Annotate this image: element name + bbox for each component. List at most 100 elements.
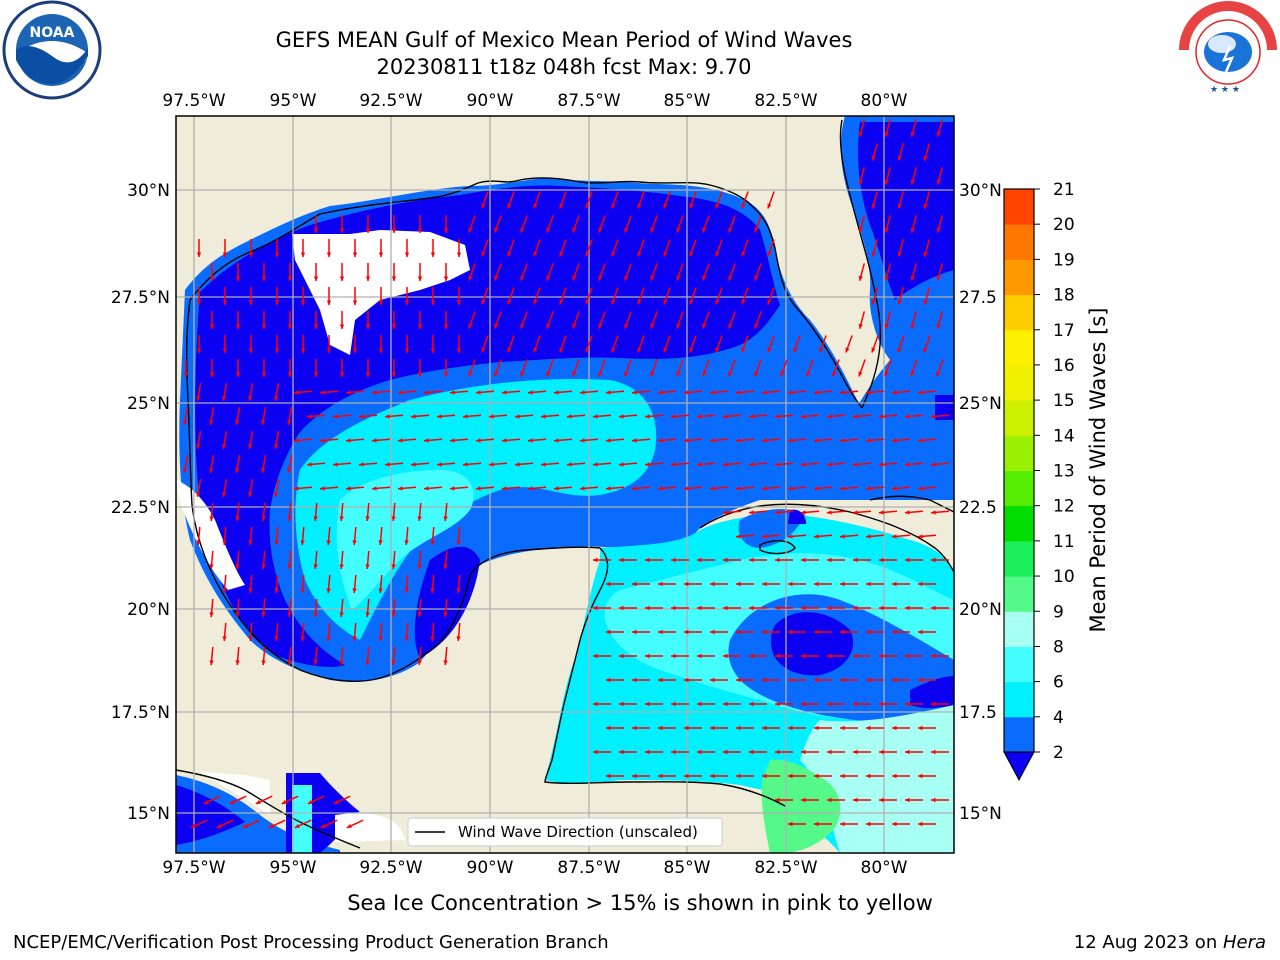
wind-wave-arrowhead [274, 444, 279, 449]
wind-wave-arrowhead [827, 701, 832, 707]
wind-wave-arrowhead [209, 372, 215, 377]
wind-wave-arrowhead [235, 516, 240, 521]
wind-wave-arrowhead [879, 701, 884, 707]
colorbar-segment [1004, 364, 1034, 401]
wind-wave-arrowhead [775, 797, 780, 803]
wind-wave-arrowhead [209, 468, 214, 473]
wind-wave-arrowhead [300, 348, 306, 353]
wind-wave-arrowhead [632, 581, 637, 587]
wind-wave-arrowhead [632, 725, 637, 731]
wind-wave-arrowhead [320, 390, 325, 395]
wind-wave-arrowhead [897, 299, 902, 305]
wind-wave-arrowhead [840, 821, 845, 827]
wind-wave-arrowhead [365, 660, 370, 665]
wind-wave-arrowhead [840, 725, 845, 731]
wind-wave-arrowhead [936, 131, 941, 137]
wind-wave-arrowhead [585, 299, 590, 305]
wind-wave-arrowhead [788, 773, 793, 779]
wind-wave-arrowhead [300, 588, 305, 593]
wind-wave-arrowhead [411, 414, 416, 419]
wind-wave-arrowhead [689, 251, 694, 257]
wind-wave-arrowhead [507, 251, 512, 257]
wind-wave-arrowhead [931, 557, 936, 563]
wind-wave-arrowhead [585, 347, 590, 353]
wind-wave-arrowhead [372, 486, 377, 491]
wind-wave-arrowhead [892, 486, 897, 491]
wind-wave-arrowhead [476, 390, 481, 395]
wind-wave-arrowhead [697, 605, 702, 611]
wind-wave-arrowhead [931, 749, 936, 755]
wind-wave-arrowhead [645, 701, 650, 707]
wind-wave-arrowhead [684, 677, 689, 683]
wind-wave-arrowhead [287, 420, 292, 425]
wind-wave-arrowhead [658, 486, 663, 491]
wind-wave-arrowhead [853, 797, 858, 803]
wind-wave-arrowhead [430, 252, 436, 257]
wind-wave-arrowhead [261, 612, 266, 617]
wind-wave-arrowhead [248, 636, 253, 641]
wind-wave-arrowhead [762, 677, 767, 683]
wind-wave-arrowhead [671, 557, 676, 563]
wind-wave-arrowhead [287, 372, 293, 377]
wind-wave-arrowhead [528, 438, 533, 443]
wind-wave-arrowhead [378, 588, 383, 593]
wind-wave-arrowhead [352, 540, 357, 545]
wind-wave-arrowhead [723, 653, 728, 659]
wind-wave-arrowhead [671, 462, 676, 467]
wind-wave-arrowhead [352, 588, 357, 593]
wind-wave-arrowhead [391, 228, 397, 233]
wind-wave-arrowhead [520, 323, 525, 329]
svg-text:NOAA: NOAA [30, 25, 75, 41]
colorbar-segment [1004, 329, 1034, 366]
lat-tick-left: 15°N [127, 804, 170, 824]
wind-wave-arrowhead [871, 299, 876, 305]
wind-wave-arrowhead [443, 564, 448, 569]
wind-wave-arrowhead [346, 486, 351, 491]
wind-wave-arrowhead [417, 228, 423, 233]
wind-wave-arrowhead [658, 677, 663, 683]
wind-wave-arrowhead [261, 324, 267, 329]
wind-wave-arrowhead [793, 347, 798, 353]
wind-wave-arrowhead [391, 660, 396, 665]
wind-wave-arrowhead [209, 564, 214, 569]
wind-wave-arrowhead [481, 347, 486, 353]
wind-wave-arrowhead [736, 534, 741, 539]
wind-wave-arrowhead [858, 227, 863, 233]
wind-wave-arrowhead [593, 749, 598, 755]
wind-wave-arrowhead [858, 371, 863, 377]
wind-wave-arrowhead [723, 510, 728, 515]
wind-wave-arrowhead [723, 605, 728, 611]
wind-wave-arrowhead [339, 324, 345, 329]
wind-wave-arrowhead [676, 275, 681, 281]
wind-wave-arrowhead [183, 468, 188, 473]
wind-wave-arrowhead [606, 390, 611, 395]
wind-wave-arrowhead [326, 348, 332, 353]
wind-wave-arrowhead [533, 299, 538, 305]
wind-wave-arrowhead [468, 371, 473, 377]
colorbar-segment [1004, 224, 1034, 260]
wind-wave-arrowhead [866, 534, 871, 539]
wind-wave-arrowhead [918, 725, 923, 731]
wind-wave-arrowhead [884, 131, 889, 137]
wind-wave-arrowhead [619, 749, 624, 755]
lat-tick-right: 27.5 [959, 288, 997, 308]
lat-tick-left: 30°N [127, 181, 170, 201]
wind-wave-arrowhead [554, 390, 559, 395]
wind-wave-arrowhead [248, 300, 254, 305]
wind-wave-arrowhead [456, 636, 461, 641]
lon-tick-top: 90°W [467, 91, 514, 111]
wind-wave-arrowhead [391, 516, 396, 521]
wind-wave-arrowhead [346, 438, 351, 443]
wind-wave-arrowhead [814, 677, 819, 683]
wind-wave-arrowhead [619, 462, 624, 467]
wind-wave-arrowhead [749, 749, 754, 755]
wind-wave-arrowhead [650, 371, 655, 377]
wind-wave-arrowhead [313, 276, 319, 281]
wind-wave-arrowhead [437, 414, 442, 419]
wind-wave-arrowhead [528, 486, 533, 491]
wind-wave-arrowhead [559, 347, 564, 353]
wind-wave-arrowhead [689, 347, 694, 353]
lat-tick-left: 22.5°N [111, 498, 170, 518]
lon-tick-bottom: 95°W [270, 858, 317, 878]
wind-wave-arrowhead [274, 252, 280, 257]
